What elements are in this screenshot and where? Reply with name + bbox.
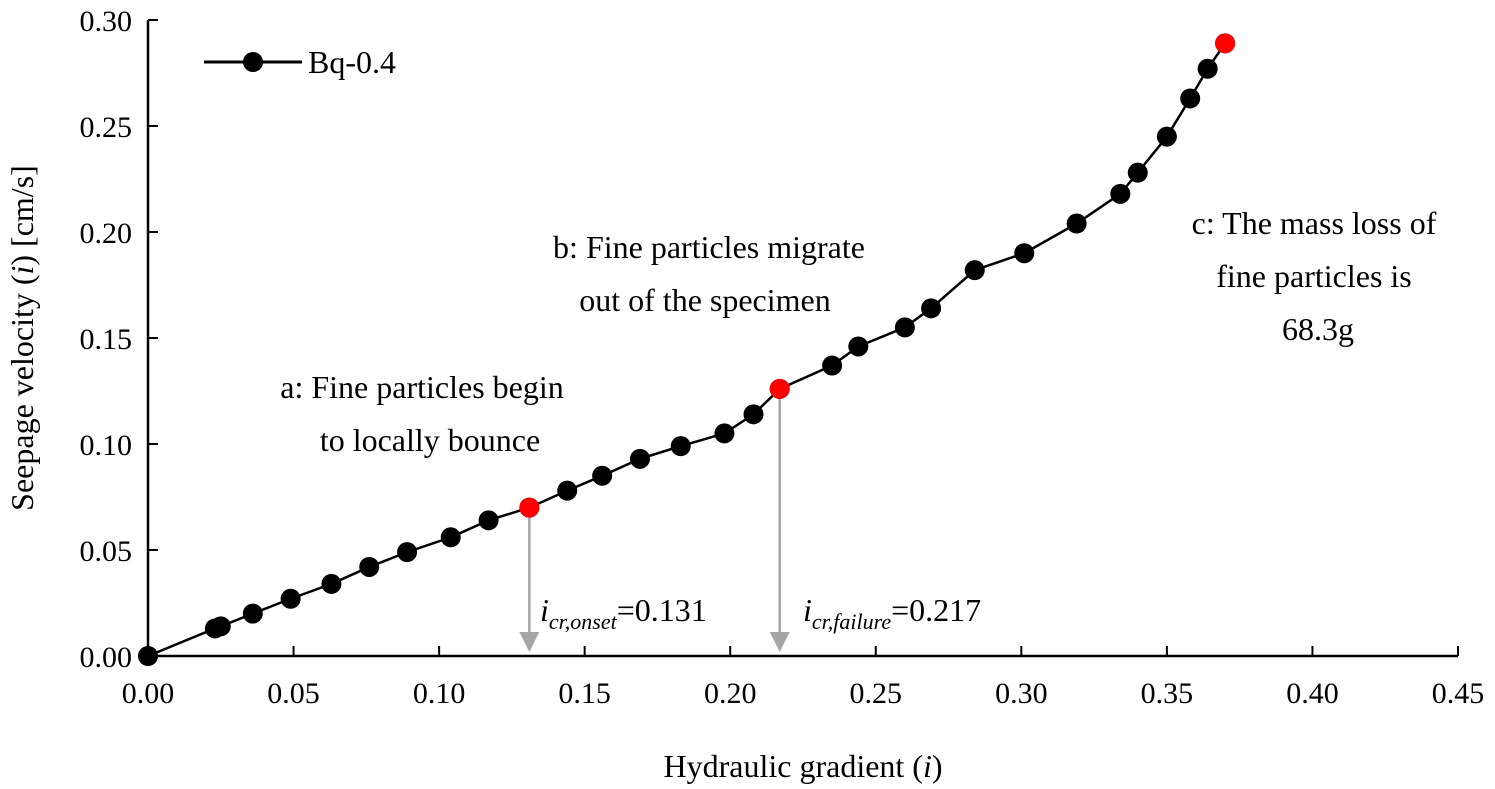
legend-label: Bq-0.4 [308, 44, 396, 80]
data-point [714, 423, 735, 444]
data-point [894, 317, 915, 338]
data-point [592, 465, 613, 486]
data-point [629, 448, 650, 469]
annotation-b: b: Fine particles migrate out of the spe… [553, 229, 873, 318]
data-point [478, 510, 499, 531]
data-points [138, 33, 1236, 666]
highlight-point [519, 497, 540, 518]
legend: Bq-0.4 [204, 44, 396, 80]
data-point [743, 404, 764, 425]
annotation-c: c: The mass loss of fine particles is 68… [1192, 205, 1445, 347]
data-point [670, 436, 691, 457]
data-point [1197, 58, 1218, 79]
y-ticks: 0.00 0.05 0.10 0.15 0.20 0.25 0.30 [80, 5, 158, 674]
data-point [1110, 183, 1131, 204]
annotation-c-line-1: c: The mass loss of [1192, 205, 1437, 241]
y-axis-title: Seepage velocity (i) [cm/s] [4, 165, 40, 511]
annotation-a-line-1: a: Fine particles begin [280, 369, 563, 405]
critical-arrow-head [519, 632, 540, 652]
x-tick-label: 0.25 [850, 677, 903, 710]
data-point [1127, 162, 1148, 183]
data-point [964, 260, 985, 281]
x-tick-label: 0.15 [558, 677, 611, 710]
x-axis-title: Hydraulic gradient (i) [664, 748, 943, 784]
y-tick-label: 0.25 [80, 111, 133, 144]
data-point [1014, 243, 1035, 264]
y-tick-label: 0.00 [80, 641, 133, 674]
annotation-c-line-2: fine particles is [1216, 258, 1411, 294]
data-point [557, 480, 578, 501]
highlight-points [519, 33, 1236, 518]
x-tick-label: 0.45 [1432, 677, 1485, 710]
legend-marker [243, 52, 263, 72]
annotation-a: a: Fine particles begin to locally bounc… [280, 369, 571, 458]
data-point [1066, 213, 1087, 234]
x-tick-label: 0.20 [704, 677, 757, 710]
series-line-group [147, 42, 1227, 658]
critical-lines [519, 388, 790, 652]
data-point [321, 573, 342, 594]
data-point [440, 527, 461, 548]
data-point [138, 646, 158, 666]
y-tick-label: 0.05 [80, 535, 133, 568]
x-ticks: 0.00 0.05 0.10 0.15 0.20 0.25 0.30 0.35 0.40 0.45 [122, 646, 1485, 710]
data-point [1180, 88, 1201, 109]
y-tick-label: 0.20 [80, 217, 133, 250]
data-point [397, 542, 418, 563]
annotation-b-line-1: b: Fine particles migrate [553, 229, 865, 265]
highlight-point [769, 378, 790, 399]
critical-label-failure: icr,failure=0.217 [803, 592, 981, 634]
x-tick-label: 0.10 [413, 677, 466, 710]
annotation-a-line-2: to locally bounce [320, 422, 540, 458]
data-point [921, 298, 942, 319]
x-tick-label: 0.40 [1286, 677, 1339, 710]
annotation-c-line-3: 68.3g [1282, 311, 1354, 347]
highlight-point [1215, 33, 1236, 54]
data-point [280, 588, 301, 609]
y-tick-label: 0.10 [80, 429, 133, 462]
critical-label-onset: icr,onset=0.131 [540, 592, 707, 634]
data-point [822, 355, 843, 376]
y-tick-label: 0.30 [80, 5, 133, 38]
y-tick-label: 0.15 [80, 323, 133, 356]
axes [146, 20, 1458, 658]
series-line [147, 42, 1227, 658]
data-point [210, 616, 231, 637]
critical-arrow-head [769, 632, 790, 652]
data-point [848, 336, 869, 357]
x-tick-label: 0.35 [1141, 677, 1194, 710]
x-tick-label: 0.30 [995, 677, 1048, 710]
x-tick-label: 0.00 [122, 677, 175, 710]
data-point [359, 556, 380, 577]
annotation-b-line-2: out of the specimen [579, 282, 830, 318]
x-tick-label: 0.05 [267, 677, 320, 710]
data-point [242, 603, 263, 624]
data-point [1156, 126, 1177, 147]
